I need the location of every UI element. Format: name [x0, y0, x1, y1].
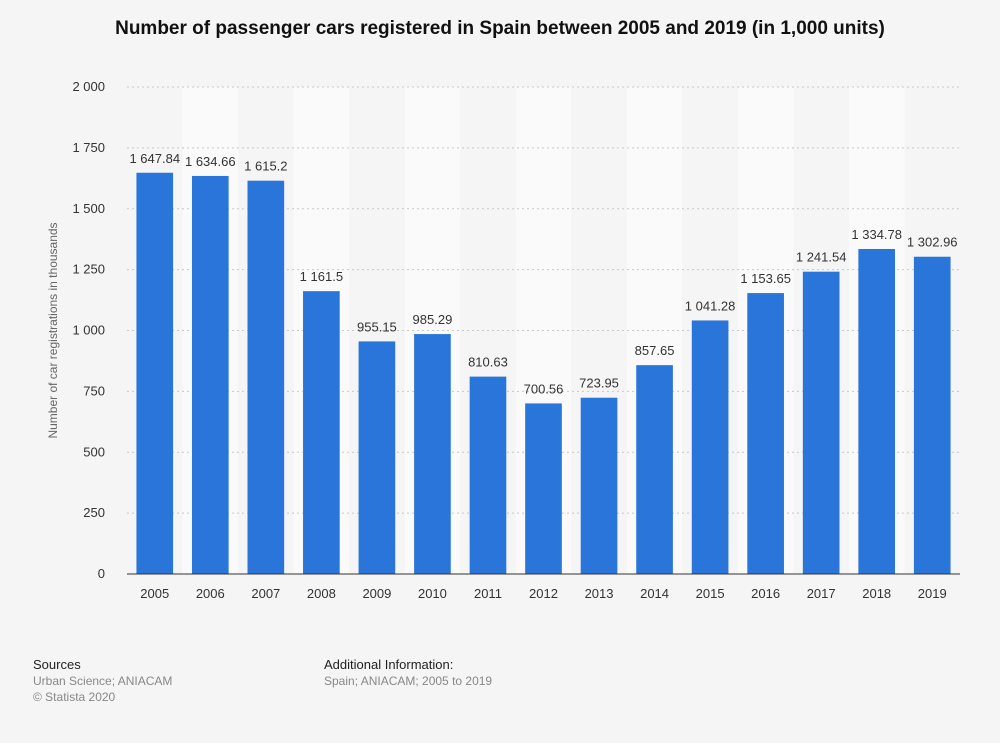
bars: [136, 172, 951, 575]
sources-text[interactable]: Urban Science; ANIACAM: [33, 674, 173, 688]
bar-2015[interactable]: [691, 320, 729, 574]
data-label-2008: 1 161.5: [300, 269, 343, 284]
data-label-2015: 1 041.28: [685, 298, 736, 313]
data-labels: 1 647.84 1 634.66 1 615.2 1 161.5 955.15 985.…: [129, 151, 957, 397]
footer-additional-info: Additional Information: Spain; ANIACAM; …: [324, 657, 492, 689]
x-tick-label-2009: 2009: [362, 586, 391, 601]
data-label-2018: 1 334.78: [851, 227, 902, 242]
data-label-2006: 1 634.66: [185, 154, 236, 169]
bar-2014[interactable]: [636, 365, 673, 574]
x-tick-label-2018: 2018: [862, 586, 891, 601]
bar-2018[interactable]: [858, 248, 896, 574]
bar-2017[interactable]: [802, 271, 840, 574]
y-axis-title: Number of car registrations in thousands: [46, 222, 60, 438]
data-label-2010: 985.29: [413, 312, 453, 327]
bar-2009[interactable]: [358, 341, 396, 574]
additional-info-text: Spain; ANIACAM; 2005 to 2019: [324, 674, 493, 688]
x-tick-label-2010: 2010: [418, 586, 447, 601]
y-axis-ticks: 0 250 500 750 1 000 1 250 1 500 1 750 2 000: [72, 79, 105, 581]
sources-heading: Sources: [33, 657, 81, 672]
y-tick-label: 1 250: [72, 262, 105, 277]
bar-2011[interactable]: [469, 376, 507, 574]
data-label-2011: 810.63: [468, 355, 508, 370]
footer-sources: Sources Urban Science; ANIACAM © Statist…: [33, 657, 172, 705]
bar-2008[interactable]: [303, 291, 340, 574]
copyright-text: © Statista 2020: [33, 690, 116, 704]
x-tick-label-2019: 2019: [918, 586, 947, 601]
x-tick-label-2017: 2017: [807, 586, 836, 601]
bar-2010[interactable]: [414, 334, 451, 574]
y-tick-label: 1 000: [72, 323, 105, 338]
x-tick-label-2012: 2012: [529, 586, 558, 601]
bar-2019[interactable]: [913, 256, 951, 574]
x-tick-label-2008: 2008: [307, 586, 336, 601]
y-tick-label: 1 750: [72, 140, 105, 155]
x-tick-label-2011: 2011: [474, 586, 502, 601]
x-tick-label-2016: 2016: [751, 586, 780, 601]
data-label-2009: 955.15: [357, 319, 397, 334]
data-label-2019: 1 302.96: [907, 235, 958, 250]
y-tick-label: 500: [83, 444, 105, 459]
data-label-2005: 1 647.84: [129, 151, 180, 166]
y-tick-label: 750: [83, 383, 105, 398]
bar-2016[interactable]: [747, 293, 784, 574]
y-tick-label: 250: [83, 505, 105, 520]
x-tick-label-2007: 2007: [251, 586, 280, 601]
x-tick-label-2013: 2013: [585, 586, 614, 601]
bar-2005[interactable]: [136, 172, 174, 574]
additional-info-heading: Additional Information:: [324, 657, 454, 672]
bar-2006[interactable]: [191, 175, 229, 574]
y-tick-label: 2 000: [72, 79, 105, 94]
data-label-2012: 700.56: [524, 381, 564, 396]
y-tick-label: 0: [98, 566, 105, 581]
x-tick-label-2014: 2014: [640, 586, 669, 601]
data-label-2017: 1 241.54: [796, 250, 847, 265]
x-tick-label-2015: 2015: [696, 586, 725, 601]
y-tick-label: 1 500: [72, 201, 105, 216]
data-label-2016: 1 153.65: [740, 271, 791, 286]
bar-2012[interactable]: [525, 403, 562, 574]
chart-title: Number of passenger cars registered in S…: [115, 18, 885, 39]
bar-chart: 0 250 500 750 1 000 1 250 1 500 1 750 2 000 1 64…: [46, 79, 960, 601]
x-tick-label-2006: 2006: [196, 586, 225, 601]
x-tick-label-2005: 2005: [140, 586, 169, 601]
x-axis-ticks: 2005 2006 2007 2008 2009 2010 2011 2012 2013 2014…: [140, 586, 946, 601]
bar-2013[interactable]: [580, 397, 618, 574]
data-label-2013: 723.95: [579, 376, 619, 391]
data-label-2014: 857.65: [635, 343, 675, 358]
bar-2007[interactable]: [247, 180, 285, 575]
data-label-2007: 1 615.2: [244, 159, 287, 174]
